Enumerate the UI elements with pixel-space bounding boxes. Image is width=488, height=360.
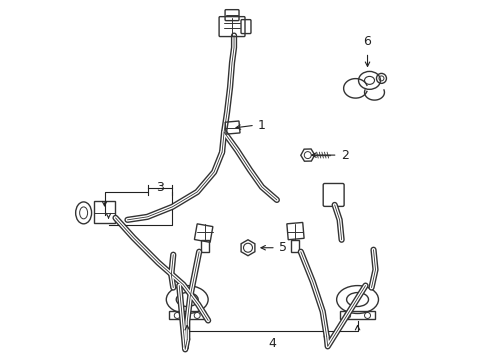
Bar <box>93 201 115 223</box>
Bar <box>290 240 298 252</box>
Bar <box>286 222 304 240</box>
Text: 5: 5 <box>278 241 286 254</box>
Text: 1: 1 <box>258 119 265 132</box>
Bar <box>339 311 375 319</box>
Text: 2: 2 <box>340 149 348 162</box>
Bar <box>169 311 205 319</box>
Bar <box>201 240 209 252</box>
Bar <box>224 121 240 134</box>
Text: 3: 3 <box>156 181 164 194</box>
Text: 4: 4 <box>268 337 276 350</box>
Text: 6: 6 <box>363 35 371 48</box>
Bar <box>194 224 212 242</box>
